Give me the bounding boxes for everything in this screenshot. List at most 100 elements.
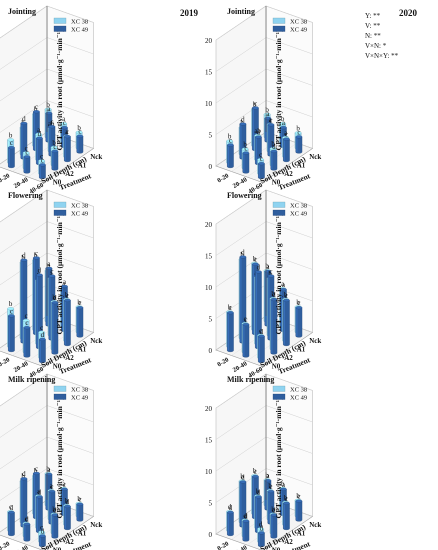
bar-top [242,322,250,327]
bar-top [51,149,59,153]
bar-top [48,489,56,494]
bar-highlight [39,164,41,178]
y-tick-label: 20 [205,37,213,45]
bar-highlight [280,127,282,147]
bar-top [226,139,233,143]
significance-letter: c [40,524,43,532]
bar-top [61,487,68,491]
bar-highlight [268,491,270,523]
bar-highlight [227,312,229,351]
year-label: 2019 [180,8,199,18]
bar-xc49-a1-40-60 [64,298,71,347]
bar-top [39,337,46,341]
bar-top [267,274,275,278]
significance-letter: d [260,328,264,336]
bar-xc49-a2-0-20 [20,477,28,528]
significance-letter: c [244,316,247,324]
significance-letter: c [269,267,272,275]
significance-letter: c [297,128,300,136]
bar-highlight [255,137,257,164]
bar-highlight [49,275,51,339]
significance-letter: d [10,504,14,512]
y-tick-label: 10 [205,284,213,292]
bar-highlight [271,514,273,537]
significance-letter: b [296,124,300,132]
significance-letter: b [46,262,50,270]
y-axis-title: GPT activity in root (μmol·g⁻¹·min⁻¹) [55,29,64,150]
significance-letter: b [243,141,247,149]
bar-xc49-n0-20-40 [23,155,31,174]
significance-letter: b [46,101,50,109]
legend-label: XC 49 [290,211,307,218]
bar-xc49-n0-20-40 [242,322,250,358]
significance-letter: c [269,483,272,491]
significance-letter: d [22,115,26,123]
significance-letter: c [9,503,12,511]
panel-title: Flowering [227,191,262,200]
significance-letter: b [268,482,272,490]
legend-label: XC 38 [71,387,88,394]
treatment-tick-label: A2 [65,354,74,362]
depth-tick-label: 20-40 [232,544,249,550]
significance-letter: b [281,115,285,123]
bar-xc49-a2-20-40 [255,495,262,534]
bar-highlight [296,307,298,336]
significance-letter: d [272,291,276,299]
legend-swatch [53,209,67,216]
significance-letter: a [266,263,270,271]
legend-label: XC 49 [71,27,88,34]
bar-xc49-nck-40-60 [76,306,84,338]
bar-top [23,326,31,330]
bar-top [35,132,42,136]
significance-letter: d [53,294,57,302]
significance-letter: a [50,482,54,490]
bar-top [227,510,234,514]
significance-letter: b [253,100,257,108]
bar-xc49-n0-40-60 [258,531,265,548]
treatment-tick-label: A1 [297,529,306,537]
bar-highlight [52,514,54,537]
bar-top [33,471,40,475]
bar-highlight [243,521,245,540]
bar-top [38,530,45,534]
significance-letter: c [40,324,43,332]
bar-xc49-n0-0-20 [8,146,15,169]
significance-letter: c [35,103,38,111]
bar-highlight [39,339,41,362]
bar-highlight [61,489,63,515]
significance-letter: a [63,278,67,286]
significance-letter: b [240,473,244,481]
bar-xc49-n0-0-20 [227,510,234,537]
bar-xc49-a2-0-20 [20,121,28,160]
bar-highlight [36,138,38,164]
treatment-tick-label: Nck [90,337,102,345]
bar-highlight [296,501,298,520]
legend-swatch [272,209,286,216]
bar-top [258,334,265,338]
significance-letter: b [77,495,81,503]
significance-letter: c [78,496,81,504]
panel-title: Milk ripening [8,375,55,384]
bar-highlight [296,136,298,152]
bar-highlight [24,524,26,540]
bar-highlight [252,476,254,518]
significance-letter: d [41,528,45,536]
bar-xc49-a2-20-40 [36,495,43,534]
bar-top [22,151,30,155]
bar-highlight [258,163,260,178]
significance-letter: d [257,488,261,496]
bar-top [283,298,290,302]
significance-letter: b [296,492,300,500]
bar-xc49-n0-20-40 [242,151,250,174]
stats-line: V×N: * [365,42,387,50]
bar-xc49-a1-40-60 [283,501,290,531]
y-tick-label: 0 [209,163,213,171]
bar-top [33,256,40,260]
y-tick-label: 0 [209,347,213,355]
significance-letter: d [228,503,232,511]
significance-letter: d [25,516,29,524]
bar-top [294,131,302,135]
significance-letter: a [282,119,286,127]
bar-xc49-a2-40-60 [270,149,278,171]
bar-xc49-n0-40-60 [258,162,265,180]
